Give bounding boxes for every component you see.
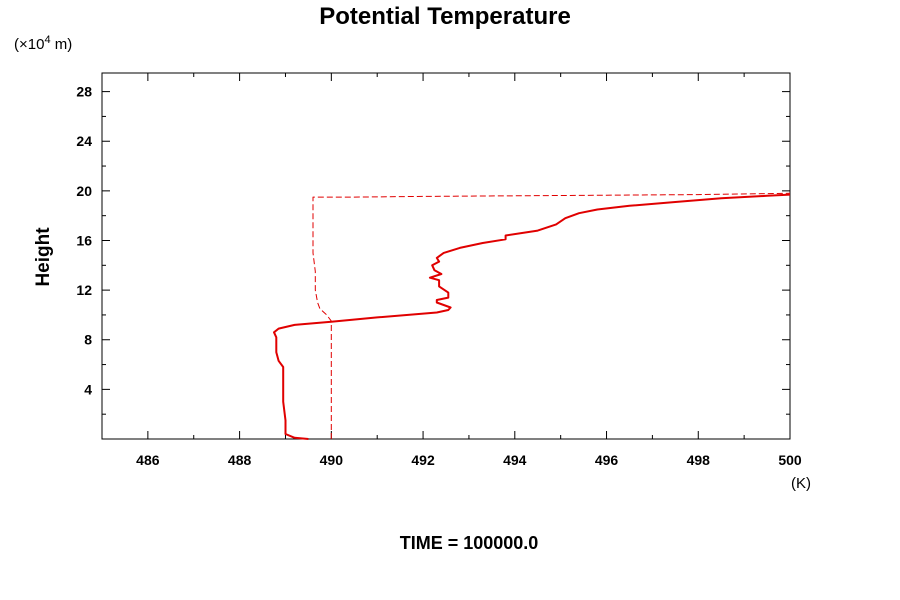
x-tick-label: 494	[503, 452, 527, 468]
x-tick-label: 492	[411, 452, 435, 468]
y-tick-label: 4	[84, 381, 92, 397]
y-unit-suffix: m)	[51, 36, 73, 53]
dashed-profile-line	[312, 192, 791, 439]
y-tick-label: 12	[76, 282, 92, 298]
y-tick-label: 16	[76, 232, 92, 248]
y-tick-label: 28	[76, 84, 92, 100]
y-tick-label: 20	[76, 183, 92, 199]
x-tick-label: 498	[687, 452, 711, 468]
series-layer	[273, 192, 791, 440]
y-unit-prefix: (×10	[14, 36, 44, 53]
time-label: TIME = 100000.0	[400, 533, 539, 553]
y-unit-exponent: 4	[44, 34, 50, 46]
y-axis-ticks: 4 8 12 16 20 24 28	[76, 84, 790, 415]
x-tick-label: 488	[228, 452, 252, 468]
x-tick-label: 490	[320, 452, 344, 468]
chart-title: Potential Temperature	[319, 3, 571, 30]
y-axis-label: Height	[33, 227, 54, 287]
y-axis-unit: (×104 m)	[14, 34, 72, 53]
x-axis-ticks: 486 488 490 492 494 496 498 500	[101, 73, 802, 468]
x-tick-label: 500	[778, 452, 802, 468]
y-tick-label: 8	[84, 332, 92, 348]
y-tick-label: 24	[76, 133, 92, 149]
plot-frame	[101, 72, 791, 440]
x-tick-label: 496	[595, 452, 619, 468]
solid-profile-line	[273, 193, 791, 440]
x-tick-label: 486	[136, 452, 160, 468]
x-axis-unit: (K)	[791, 475, 811, 492]
